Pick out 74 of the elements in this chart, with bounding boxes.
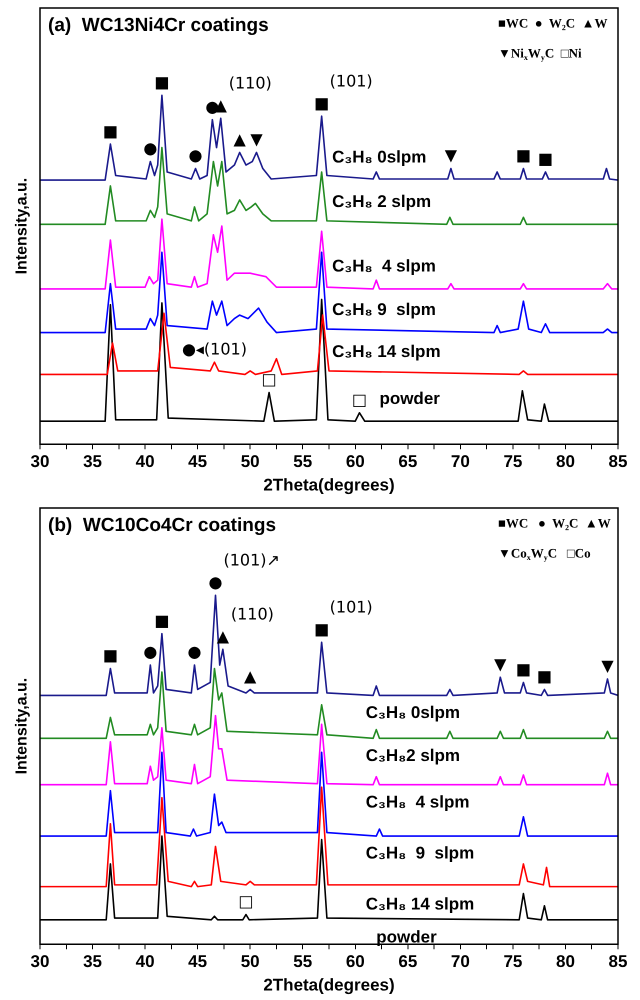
x-tick-label: 35 bbox=[83, 952, 102, 972]
x-tick-label: 65 bbox=[398, 952, 418, 972]
annotation: ▼ bbox=[601, 656, 614, 676]
x-tick-label: 80 bbox=[556, 952, 575, 972]
x-tick-label: 45 bbox=[188, 452, 208, 472]
chart-title: (b) WC10Co4Cr coatings bbox=[48, 515, 276, 536]
series-label: C₃H₈ 0slpm bbox=[366, 703, 460, 722]
annotation: □ bbox=[238, 892, 254, 911]
x-tick-label: 40 bbox=[136, 952, 155, 972]
x-tick-label: 85 bbox=[608, 452, 628, 472]
x-tick-label: 55 bbox=[293, 952, 312, 972]
annotation: ▼ bbox=[494, 654, 508, 674]
annotation: (110) bbox=[230, 604, 274, 624]
x-tick-label: 50 bbox=[240, 952, 260, 972]
series-label: C₃H₈ 4 slpm bbox=[366, 792, 470, 812]
series-label: C₃H₈ 4 slpm bbox=[332, 256, 436, 276]
annotation: ■ bbox=[102, 121, 118, 140]
x-axis-title: 2Theta(degrees) bbox=[263, 475, 395, 494]
annotation: ■ bbox=[538, 149, 554, 168]
series-label: C₃H₈ 2 slpm bbox=[332, 192, 432, 212]
x-tick-label: 70 bbox=[450, 452, 470, 472]
annotation: ▼ bbox=[250, 130, 264, 149]
annotation: ■ bbox=[154, 72, 170, 92]
annotation: ▲ bbox=[234, 130, 247, 149]
text: ■WC ● W₂C ▲W bbox=[498, 515, 611, 530]
x-tick-label: 75 bbox=[503, 452, 522, 472]
x-tick-label: 65 bbox=[398, 452, 418, 472]
x-tick-label: 80 bbox=[556, 452, 575, 472]
x-tick-label: 35 bbox=[83, 452, 102, 472]
x-tick-label: 40 bbox=[136, 452, 155, 472]
annotation: ▼ bbox=[444, 146, 458, 165]
x-tick-label: 60 bbox=[346, 952, 365, 972]
x-tick-label: 45 bbox=[188, 952, 208, 972]
series-label: C₃H₈ 14 slpm bbox=[332, 342, 441, 362]
x-tick-label: 30 bbox=[30, 952, 50, 972]
x-tick-label: 70 bbox=[450, 952, 470, 972]
annotation: ■ bbox=[314, 620, 330, 639]
annotation: ● bbox=[143, 138, 158, 158]
series-label: powder bbox=[379, 388, 440, 408]
annotation: ■ bbox=[314, 93, 330, 112]
annotation: (101) bbox=[330, 71, 373, 90]
annotation: ▲ bbox=[244, 666, 258, 686]
annotation: □ bbox=[262, 370, 277, 389]
annotation: ■ bbox=[536, 666, 552, 686]
x-axis-title: 2Theta(degrees) bbox=[263, 975, 395, 994]
series-label: powder bbox=[376, 927, 438, 946]
annotation: ■ bbox=[154, 610, 170, 630]
x-tick-label: 30 bbox=[30, 452, 50, 472]
text: ■WC ● W₂C ▲W bbox=[498, 15, 608, 30]
annotation: ● bbox=[188, 642, 202, 662]
y-axis-title: Intensity,a.u. bbox=[13, 678, 30, 774]
annotation: (101)↗ bbox=[224, 550, 280, 570]
annotation: ●◂(101) bbox=[182, 339, 247, 358]
annotation: ■ bbox=[516, 660, 531, 679]
x-tick-label: 85 bbox=[608, 952, 628, 972]
annotation: ● bbox=[188, 146, 203, 165]
series-label: C₃H₈ 9 slpm bbox=[332, 300, 436, 320]
x-tick-label: 75 bbox=[503, 952, 522, 972]
x-tick-label: 55 bbox=[293, 452, 312, 472]
annotation: □ bbox=[352, 390, 368, 409]
annotation: (110) bbox=[228, 73, 272, 92]
annotation: ■ bbox=[516, 146, 531, 165]
x-tick-label: 60 bbox=[346, 452, 365, 472]
chart-title: (a) WC13Ni4Cr coatings bbox=[48, 15, 269, 36]
y-axis-title: Intensity,a.u. bbox=[13, 178, 30, 274]
annotation: (101) bbox=[330, 598, 373, 617]
series-label: C₃H₈ 14 slpm bbox=[366, 894, 474, 914]
annotation: ■ bbox=[102, 646, 118, 665]
x-tick-label: 50 bbox=[240, 452, 260, 472]
annotation: ● bbox=[208, 572, 223, 592]
annotation: ● bbox=[143, 642, 158, 662]
series-label: C₃H₈ 9 slpm bbox=[366, 844, 474, 863]
series-label: C₃H₈2 slpm bbox=[366, 746, 460, 765]
series-label: C₃H₈ 0slpm bbox=[332, 148, 426, 167]
